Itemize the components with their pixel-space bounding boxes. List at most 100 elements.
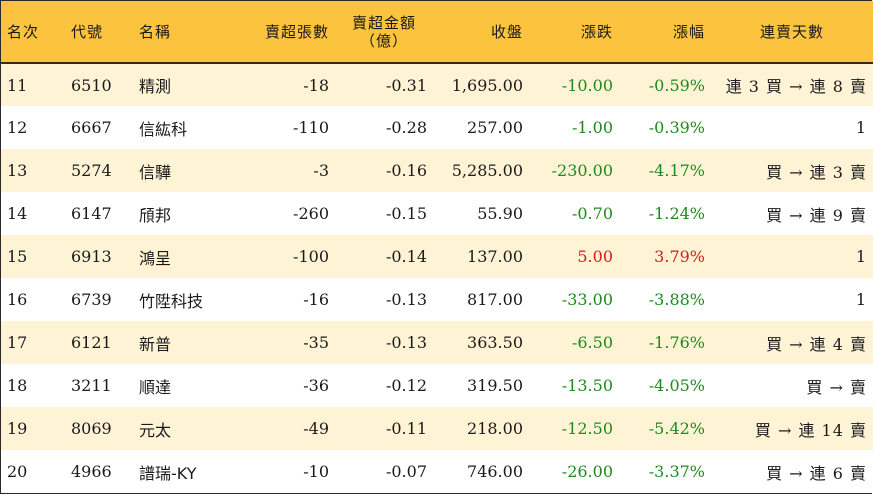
cell-close: 257.00 [467, 118, 523, 137]
cell-change: 5.00 [577, 247, 613, 266]
table-row: 12 6667 信紘科 -110 -0.28 257.00 -1.00 -0.39% 1 [1, 106, 873, 149]
table-row: 16 6739 竹陞科技 -16 -0.13 817.00 -33.00 -3.88% 1 [1, 278, 873, 321]
cell-net-sell-lots: -260 [293, 204, 329, 223]
cell-streak: 買 → 連 9 賣 [766, 205, 867, 225]
cell-change: -33.00 [561, 290, 613, 309]
table-row: 19 8069 元太 -49 -0.11 218.00 -12.50 -5.42% 買 → 連 … [1, 407, 873, 450]
cell-rank: 12 [7, 118, 28, 137]
cell-change-pct: -3.37% [648, 462, 705, 481]
table-row: 11 6510 精測 -18 -0.31 1,695.00 -10.00 -0.59% 連 3 … [1, 63, 873, 106]
cell-rank: 20 [7, 462, 28, 481]
cell-net-sell-lots: -49 [303, 419, 329, 438]
cell-close: 5,285.00 [451, 161, 523, 180]
cell-rank: 14 [7, 204, 28, 223]
cell-change: -230.00 [551, 161, 613, 180]
cell-change-pct: -4.17% [648, 161, 705, 180]
cell-rank: 11 [7, 75, 28, 95]
cell-net-sell-lots: -100 [293, 247, 329, 266]
cell-change: -10.00 [561, 75, 613, 95]
cell-streak: 連 3 買 → 連 8 賣 [725, 77, 867, 96]
cell-code: 3211 [71, 376, 112, 395]
cell-name: 新普 [139, 334, 172, 354]
table-row: 13 5274 信驊 -3 -0.16 5,285.00 -230.00 -4.17% 買 → … [1, 149, 873, 192]
table-row: 17 6121 新普 -35 -0.13 363.50 -6.50 -1.76% 買 → 連 4… [1, 321, 873, 364]
cell-change-pct: -5.42% [648, 419, 705, 438]
cell-close: 1,695.00 [451, 75, 523, 95]
cell-rank: 13 [7, 161, 28, 180]
cell-change-pct: 3.79% [654, 247, 705, 266]
cell-code: 6739 [71, 290, 112, 309]
table-row: 18 3211 順達 -36 -0.12 319.50 -13.50 -4.05% 買 → 賣 [1, 364, 873, 407]
cell-name: 順達 [139, 377, 172, 397]
table-row: 15 6913 鴻呈 -100 -0.14 137.00 5.00 3.79% 1 [1, 235, 873, 278]
cell-net-sell-amount: -0.12 [385, 376, 427, 395]
header-code: 代號 [71, 22, 104, 41]
cell-rank: 17 [7, 333, 28, 352]
cell-rank: 18 [7, 376, 28, 395]
table-body: 11 6510 精測 -18 -0.31 1,695.00 -10.00 -0.59% 連 3 … [1, 63, 873, 493]
cell-change-pct: -0.39% [648, 118, 705, 137]
cell-change-pct: -3.88% [648, 290, 705, 309]
cell-streak: 買 → 連 6 賣 [766, 463, 867, 483]
cell-net-sell-amount: -0.31 [385, 75, 427, 95]
header-net-sell-lots: 賣超張數 [264, 22, 329, 41]
cell-net-sell-lots: -3 [313, 161, 329, 180]
cell-streak: 1 [855, 118, 867, 137]
cell-net-sell-amount: -0.28 [385, 118, 427, 137]
cell-rank: 16 [7, 290, 28, 309]
cell-net-sell-lots: -36 [303, 376, 329, 395]
cell-streak: 1 [855, 290, 867, 309]
cell-net-sell-amount: -0.07 [385, 462, 427, 481]
cell-code: 6667 [71, 118, 112, 137]
cell-streak: 1 [855, 247, 867, 266]
cell-net-sell-amount: -0.16 [385, 161, 427, 180]
cell-streak: 買 → 連 3 賣 [766, 162, 867, 182]
cell-code: 6913 [71, 247, 112, 266]
cell-streak: 買 → 賣 [806, 377, 867, 397]
cell-close: 746.00 [467, 462, 523, 481]
header-net-sell-amount-line1: 賣超金額 [351, 13, 416, 32]
cell-net-sell-lots: -18 [303, 75, 329, 95]
cell-net-sell-lots: -35 [303, 333, 329, 352]
cell-name: 信紘科 [139, 119, 188, 139]
table-row: 20 4966 譜瑞-KY -10 -0.07 746.00 -26.00 -3.37% 買 →… [1, 450, 873, 493]
header-close: 收盤 [490, 22, 523, 41]
header-net-sell-amount: 賣超金額 （億） [335, 1, 433, 63]
cell-net-sell-lots: -10 [303, 462, 329, 481]
cell-name: 頎邦 [139, 205, 172, 225]
cell-change: -6.50 [571, 333, 613, 352]
cell-code: 4966 [71, 462, 112, 481]
cell-net-sell-amount: -0.14 [385, 247, 427, 266]
cell-code: 6510 [71, 75, 112, 95]
cell-net-sell-lots: -110 [293, 118, 329, 137]
cell-change-pct: -1.24% [648, 204, 705, 223]
cell-change-pct: -1.76% [648, 333, 705, 352]
cell-code: 5274 [71, 161, 112, 180]
cell-rank: 19 [7, 419, 28, 438]
cell-name: 竹陞科技 [139, 291, 204, 311]
cell-change-pct: -4.05% [648, 376, 705, 395]
cell-close: 319.50 [467, 376, 523, 395]
cell-net-sell-amount: -0.13 [385, 333, 427, 352]
cell-code: 8069 [71, 419, 112, 438]
cell-net-sell-amount: -0.11 [385, 419, 427, 438]
cell-name: 鴻呈 [139, 248, 172, 268]
cell-change-pct: -0.59% [648, 75, 705, 95]
cell-change: -26.00 [561, 462, 613, 481]
cell-streak: 買 → 連 14 賣 [754, 420, 867, 440]
cell-net-sell-lots: -16 [303, 290, 329, 309]
header-net-sell-amount-line2: （億） [359, 31, 408, 50]
header-streak: 連賣天數 [759, 22, 824, 41]
cell-close: 218.00 [467, 419, 523, 438]
cell-close: 817.00 [467, 290, 523, 309]
cell-change: -0.70 [571, 204, 613, 223]
cell-close: 55.90 [477, 204, 523, 223]
header-name: 名稱 [139, 22, 172, 41]
cell-close: 137.00 [467, 247, 523, 266]
cell-change: -12.50 [561, 419, 613, 438]
cell-net-sell-amount: -0.13 [385, 290, 427, 309]
header-change: 漲跌 [580, 22, 613, 41]
cell-code: 6147 [71, 204, 112, 223]
